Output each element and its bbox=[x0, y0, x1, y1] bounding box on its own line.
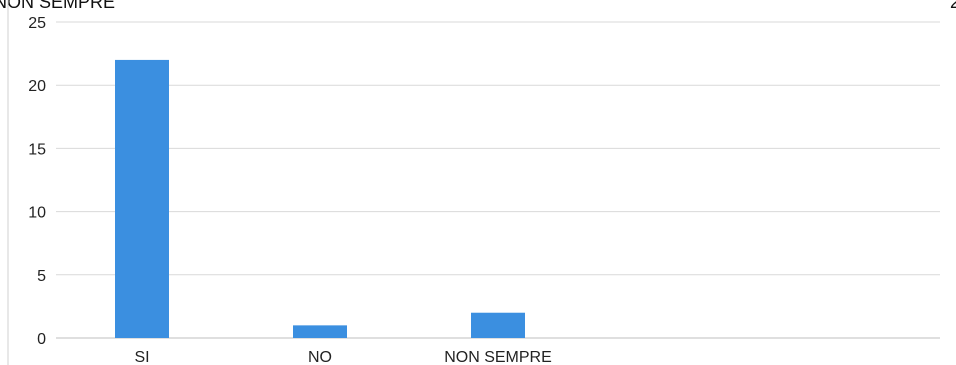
x-axis-labels: SI NO NON SEMPRE bbox=[134, 349, 551, 365]
bar-non-sempre bbox=[471, 312, 525, 338]
y-tick-label: 10 bbox=[28, 205, 46, 222]
y-tick-label: 0 bbox=[37, 331, 46, 348]
y-tick-label: 5 bbox=[37, 268, 46, 285]
clipped-header-left: NON SEMPRE bbox=[0, 0, 115, 12]
bar-no bbox=[293, 325, 347, 338]
y-tick-label: 20 bbox=[28, 78, 46, 95]
y-tick-label: 25 bbox=[28, 15, 46, 32]
bars bbox=[115, 59, 525, 339]
gridlines bbox=[56, 21, 940, 339]
clipped-header-right: 2 bbox=[950, 0, 956, 12]
y-tick-label: 15 bbox=[28, 141, 46, 158]
x-category-label: NO bbox=[308, 349, 332, 365]
bar-si bbox=[115, 59, 169, 339]
y-axis-ticks: 0 5 10 15 20 25 bbox=[28, 15, 46, 348]
x-category-label: NON SEMPRE bbox=[444, 349, 552, 365]
x-category-label: SI bbox=[134, 349, 149, 365]
